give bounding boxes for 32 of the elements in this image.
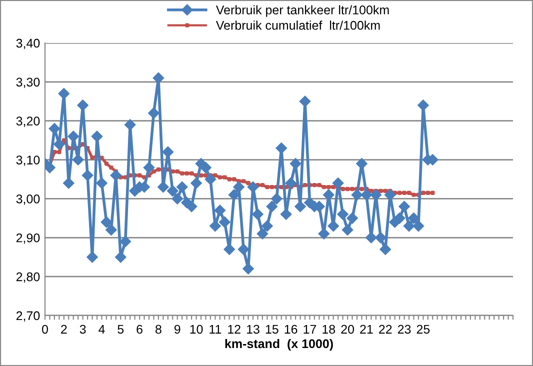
x-tick-label: 13: [247, 324, 260, 334]
x-tick-label: 25: [416, 324, 430, 334]
legend-label: Verbruik per tankkeer ltr/100km: [216, 5, 389, 17]
x-tick-label: 16: [284, 324, 298, 334]
y-tick-label: 3,10: [16, 156, 40, 166]
x-tick-label: 6: [136, 324, 142, 334]
x-tick-label: 23: [398, 324, 411, 334]
x-tick-label: 15: [266, 324, 278, 334]
x-tick-label: 2: [61, 324, 67, 334]
y-tick-label: 3,20: [16, 116, 40, 127]
y-tick-label: 2,80: [16, 272, 40, 283]
x-tick-label: 22: [379, 324, 392, 334]
x-tick-label: 5: [118, 324, 124, 334]
x-tick-label: 18: [322, 324, 336, 334]
x-tick-label: 10: [190, 324, 203, 334]
x-axis-title: km-stand (x 1000): [225, 338, 333, 351]
y-tick-label: 2,70: [16, 311, 40, 322]
y-tick-label: 3,00: [16, 194, 40, 205]
x-tick-label: 0: [42, 324, 48, 334]
x-tick-label: 17: [304, 324, 316, 334]
x-tick-label: 21: [360, 324, 373, 334]
legend-label: Verbruik cumulatief ltr/100km: [216, 20, 380, 30]
x-tick-label: 4: [98, 324, 105, 334]
x-tick-label: 20: [341, 324, 354, 334]
y-tick-label: 3,40: [16, 38, 40, 50]
x-tick-label: 9: [174, 324, 180, 334]
y-tick-label: 3,30: [16, 78, 40, 88]
x-tick-label: 12: [228, 324, 240, 334]
x-tick-label: 3: [80, 324, 86, 334]
y-tick-label: 2,90: [16, 233, 40, 244]
x-tick-label: 11: [210, 324, 222, 334]
x-tick-label: 8: [156, 324, 162, 334]
